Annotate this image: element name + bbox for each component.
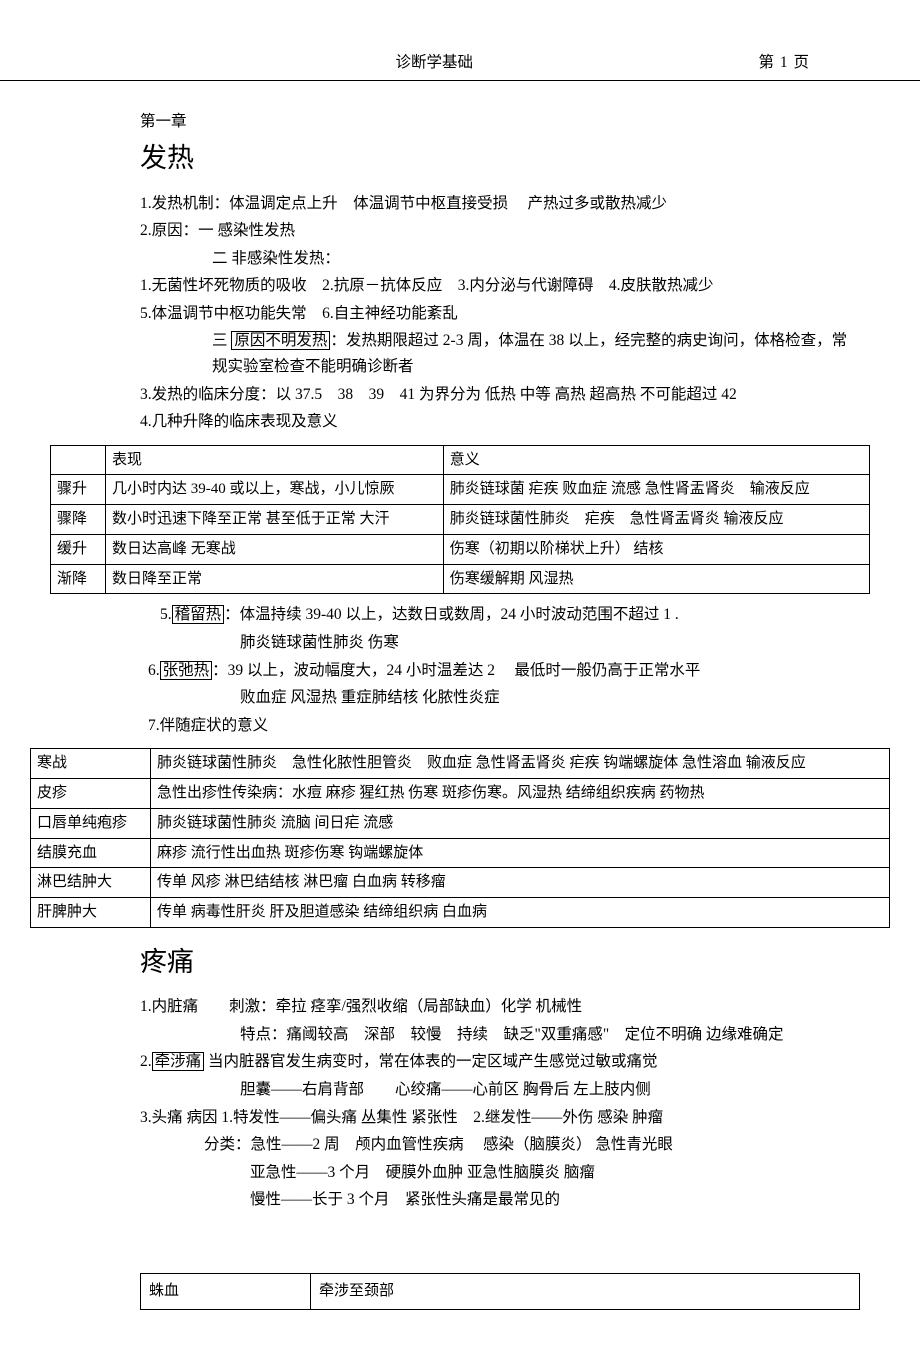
pain-p1: 1.内脏痛 刺激：牵拉 痉挛/强烈收缩（局部缺血）化学 机械性 <box>140 994 860 1020</box>
after-table1-block: 5.稽留热：体温持续 39-40 以上，达数日或数周，24 小时波动范围不超过 … <box>0 602 920 738</box>
fever-p7: 4.几种升降的临床表现及意义 <box>140 409 860 435</box>
cell: 皮疹 <box>31 779 151 809</box>
aft1-l2: 肺炎链球菌性肺炎 伤寒 <box>140 630 860 656</box>
pain-p2-box: 牵涉痛 <box>152 1052 205 1071</box>
cell: 淋巴结肿大 <box>31 868 151 898</box>
table-row: 骤升 几小时内达 39-40 或以上，寒战，小儿惊厥 肺炎链球菌 疟疾 败血症 … <box>51 475 870 505</box>
cell: 传单 风疹 淋巴结结核 淋巴瘤 白血病 转移瘤 <box>151 868 890 898</box>
aft1-l3-box: 张弛热 <box>160 661 213 680</box>
header-title: 诊断学基础 <box>110 50 758 76</box>
table-row: 蛛血 牵涉至颈部 <box>141 1273 860 1309</box>
chapter-label: 第一章 <box>140 109 860 135</box>
cell: 肺炎链球菌性肺炎 流脑 间日疟 流感 <box>151 808 890 838</box>
table-row: 表现 意义 <box>51 445 870 475</box>
table-row: 结膜充血 麻疹 流行性出血热 斑疹伤寒 钩端螺旋体 <box>31 838 890 868</box>
aft1-l4: 败血症 风湿热 重症肺结核 化脓性炎症 <box>140 685 860 711</box>
fever-p6: 3.发热的临床分度：以 37.5 38 39 41 为界分为 低热 中等 高热 … <box>140 382 860 408</box>
table-symptoms: 寒战 肺炎链球菌性肺炎 急性化脓性胆管炎 败血症 急性肾盂肾炎 疟疾 钩端螺旋体… <box>30 748 890 928</box>
aft1-l1-pre: 5. <box>160 606 172 623</box>
fever-p3: 1.无菌性坏死物质的吸收 2.抗原－抗体反应 3.内分泌与代谢障碍 4.皮肤散热… <box>140 273 860 299</box>
cell: 肝脾肿大 <box>31 898 151 928</box>
cell: 肺炎链球菌 疟疾 败血症 流感 急性肾盂肾炎 输液反应 <box>443 475 869 505</box>
cell: 渐降 <box>51 564 106 594</box>
pain-p3b: 分类：急性——2 周 颅内血管性疾病 感染（脑膜炎） 急性青光眼 <box>140 1132 860 1158</box>
fever-p2: 2.原因：一 感染性发热 <box>140 218 860 244</box>
cell: 肺炎链球菌性肺炎 疟疾 急性肾盂肾炎 输液反应 <box>443 505 869 535</box>
table-row: 口唇单纯疱疹 肺炎链球菌性肺炎 流脑 间日疟 流感 <box>31 808 890 838</box>
fever-p2b: 二 非感染性发热： <box>140 246 860 272</box>
th-meaning: 意义 <box>443 445 869 475</box>
aft1-l3-pre: 6. <box>148 662 160 679</box>
main-content: 第一章 发热 1.发热机制：体温调定点上升 体温调节中枢直接受损 产热过多或散热… <box>0 109 920 435</box>
cell: 寒战 <box>31 749 151 779</box>
pain-p2-post: 当内脏器官发生病变时，常在体表的一定区域产生感觉过敏或痛觉 <box>204 1053 657 1070</box>
cell: 结膜充血 <box>31 838 151 868</box>
cell: 传单 病毒性肝炎 肝及胆道感染 结缔组织病 白血病 <box>151 898 890 928</box>
pain-p3d: 慢性——长于 3 个月 紧张性头痛是最常见的 <box>140 1187 860 1213</box>
table-row: 骤降 数小时迅速下降至正常 甚至低于正常 大汗 肺炎链球菌性肺炎 疟疾 急性肾盂… <box>51 505 870 535</box>
cell: 几小时内达 39-40 或以上，寒战，小儿惊厥 <box>106 475 444 505</box>
fever-p5-pre: 三 <box>212 332 231 349</box>
pain-p3c: 亚急性——3 个月 硬膜外血肿 亚急性脑膜炎 脑瘤 <box>140 1160 860 1186</box>
table-row: 渐降 数日降至正常 伤寒缓解期 风湿热 <box>51 564 870 594</box>
aft1-l1: 5.稽留热：体温持续 39-40 以上，达数日或数周，24 小时波动范围不超过 … <box>140 602 860 628</box>
aft1-l3: 6.张弛热：39 以上，波动幅度大，24 小时温差达 2 最低时一般仍高于正常水… <box>140 658 860 684</box>
pain-p2b: 胆囊——右肩背部 心绞痛——心前区 胸骨后 左上肢内侧 <box>140 1077 860 1103</box>
pain-section: 疼痛 1.内脏痛 刺激：牵拉 痉挛/强烈收缩（局部缺血）化学 机械性 特点：痛阈… <box>0 940 920 1213</box>
table-bottom: 蛛血 牵涉至颈部 <box>140 1273 860 1310</box>
table-row: 皮疹 急性出疹性传染病：水痘 麻疹 猩红热 伤寒 斑疹伤寒。风湿热 结缔组织疾病… <box>31 779 890 809</box>
cell: 骤降 <box>51 505 106 535</box>
table-row: 肝脾肿大 传单 病毒性肝炎 肝及胆道感染 结缔组织病 白血病 <box>31 898 890 928</box>
aft1-l1-post: ：体温持续 39-40 以上，达数日或数周，24 小时波动范围不超过 1 . <box>224 606 679 623</box>
cell: 急性出疹性传染病：水痘 麻疹 猩红热 伤寒 斑疹伤寒。风湿热 结缔组织疾病 药物… <box>151 779 890 809</box>
fever-p5-box: 原因不明发热 <box>231 331 330 350</box>
pain-p3: 3.头痛 病因 1.特发性——偏头痛 丛集性 紧张性 2.继发性——外伤 感染 … <box>140 1105 860 1131</box>
cell: 数日达高峰 无寒战 <box>106 534 444 564</box>
cell: 骤升 <box>51 475 106 505</box>
pain-p2: 2.牵涉痛 当内脏器官发生病变时，常在体表的一定区域产生感觉过敏或痛觉 <box>140 1049 860 1075</box>
fever-p4: 5.体温调节中枢功能失常 6.自主神经功能紊乱 <box>140 301 860 327</box>
cell: 伤寒缓解期 风湿热 <box>443 564 869 594</box>
cell: 伤寒（初期以阶梯状上升） 结核 <box>443 534 869 564</box>
page-header: 诊断学基础 第 1 页 <box>0 50 920 81</box>
section-title-pain: 疼痛 <box>140 940 860 985</box>
cell: 蛛血 <box>141 1273 311 1309</box>
aft1-l5: 7.伴随症状的意义 <box>140 713 860 739</box>
fever-p1: 1.发热机制：体温调定点上升 体温调节中枢直接受损 产热过多或散热减少 <box>140 191 860 217</box>
table-row: 淋巴结肿大 传单 风疹 淋巴结结核 淋巴瘤 白血病 转移瘤 <box>31 868 890 898</box>
th-blank <box>51 445 106 475</box>
header-page-num: 第 1 页 <box>758 50 810 76</box>
aft1-l3-post: ：39 以上，波动幅度大，24 小时温差达 2 最低时一般仍高于正常水平 <box>212 662 700 679</box>
pain-p1b: 特点：痛阈较高 深部 较慢 持续 缺乏"双重痛感" 定位不明确 边缘难确定 <box>140 1022 860 1048</box>
th-expression: 表现 <box>106 445 444 475</box>
fever-p5: 三 原因不明发热：发热期限超过 2-3 周，体温在 38 以上，经完整的病史询问… <box>140 328 860 379</box>
section-title-fever: 发热 <box>140 136 860 181</box>
cell: 数小时迅速下降至正常 甚至低于正常 大汗 <box>106 505 444 535</box>
cell: 肺炎链球菌性肺炎 急性化脓性胆管炎 败血症 急性肾盂肾炎 疟疾 钩端螺旋体 急性… <box>151 749 890 779</box>
table-row: 寒战 肺炎链球菌性肺炎 急性化脓性胆管炎 败血症 急性肾盂肾炎 疟疾 钩端螺旋体… <box>31 749 890 779</box>
table-fever-patterns: 表现 意义 骤升 几小时内达 39-40 或以上，寒战，小儿惊厥 肺炎链球菌 疟… <box>50 445 870 595</box>
cell: 数日降至正常 <box>106 564 444 594</box>
cell: 口唇单纯疱疹 <box>31 808 151 838</box>
table-row: 缓升 数日达高峰 无寒战 伤寒（初期以阶梯状上升） 结核 <box>51 534 870 564</box>
cell: 麻疹 流行性出血热 斑疹伤寒 钩端螺旋体 <box>151 838 890 868</box>
pain-p2-pre: 2. <box>140 1053 152 1070</box>
aft1-l1-box: 稽留热 <box>172 605 225 624</box>
cell: 牵涉至颈部 <box>311 1273 860 1309</box>
cell: 缓升 <box>51 534 106 564</box>
